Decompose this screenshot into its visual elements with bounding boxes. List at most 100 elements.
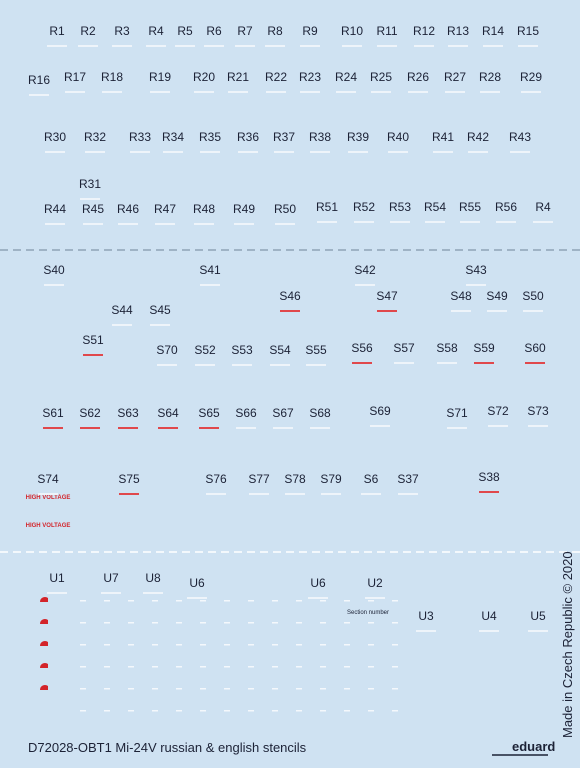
decal-label: R26 [407,70,429,84]
decal-stencil [235,45,255,47]
decal-stencil [296,688,302,690]
decal-label: U1 [49,571,65,585]
decal-stencil [152,622,158,624]
decal-stencil [320,600,326,602]
decal-stencil [266,91,286,93]
decal-label: R56 [495,200,517,214]
decal-stencil [47,592,67,594]
decal-label: S44 [111,303,133,317]
decal-stencil [354,221,374,223]
decal-label: S73 [527,404,549,418]
decal-stencil [392,600,398,602]
decal-stencil [368,600,374,602]
decal-stencil [447,427,467,429]
decal-label: S61 [42,406,64,420]
decal-label: U5 [530,609,546,623]
decal-label: S41 [199,263,221,277]
decal-stencil [204,45,224,47]
brand: eduard [512,739,555,754]
decal-stencil [510,151,530,153]
decal-stencil [128,622,134,624]
decal-stencil [296,600,302,602]
decal-label: S58 [436,341,458,355]
decal-stencil [370,425,390,427]
decal-stencil [320,666,326,668]
decal-label: R24 [335,70,357,84]
decal-stencil [392,710,398,712]
decal-label: R34 [162,130,184,144]
decal-stencil [45,151,65,153]
decal-stencil [176,622,182,624]
decal-stencil [474,362,494,364]
decal-stencil [176,600,182,602]
decal-stencil [176,710,182,712]
decal-stencil [448,45,468,47]
decal-label: R35 [199,130,221,144]
decal-stencil [518,45,538,47]
decal-stencil [119,493,139,495]
decal-stencil [224,644,230,646]
decal-stencil [377,45,397,47]
decal-stencil [528,425,548,427]
decal-stencil [344,666,350,668]
decal-label: S76 [205,472,227,486]
decal-stencil [371,91,391,93]
decal-stencil [236,427,256,429]
decal-stencil [85,151,105,153]
sheet-title: D72028-OBT1 Mi-24V russian & english ste… [28,740,307,755]
decal-label: R55 [459,200,481,214]
decal-stencil [128,644,134,646]
decal-stencil [272,666,278,668]
decal-stencil [392,622,398,624]
decal-label: R1 [49,24,65,38]
stencil-text: Section number [347,610,389,616]
decal-label: S63 [117,406,139,420]
decal-stencil [355,284,375,286]
side-note: Made in Czech Republic © 2020 [560,551,575,738]
decal-label: S42 [354,263,376,277]
decal-stencil [437,362,457,364]
decal-stencil [533,221,553,223]
decal-stencil [392,666,398,668]
decal-stencil [152,600,158,602]
decal-label: R21 [227,70,249,84]
decal-stencil [285,493,305,495]
decal-label: S74 [37,472,59,486]
decal-label: R31 [79,177,101,191]
decal-stencil [365,597,385,599]
decal-label: U7 [103,571,119,585]
decal-label: R6 [206,24,222,38]
decal-label: R25 [370,70,392,84]
decal-label: R49 [233,202,255,216]
decal-label: R29 [520,70,542,84]
decal-stencil [104,710,110,712]
decal-label: S48 [450,289,472,303]
decal-stencil [195,364,215,366]
decal-label: R13 [447,24,469,38]
decal-stencil [433,151,453,153]
decal-stencil [306,364,326,366]
red-decal [40,619,48,624]
decal-stencil [200,622,206,624]
decal-stencil [128,710,134,712]
decal-stencil [487,310,507,312]
decal-stencil [361,493,381,495]
decal-stencil [128,666,134,668]
red-decal [40,684,48,690]
decal-label: S66 [235,406,257,420]
decal-stencil [249,493,269,495]
decal-stencil [528,630,548,632]
decal-label: R11 [376,24,397,38]
decal-stencil [224,622,230,624]
decal-label: S53 [231,343,253,357]
decal-label: R39 [347,130,369,144]
decal-stencil [317,221,337,223]
decal-stencil [248,666,254,668]
decal-stencil [416,630,436,632]
decal-stencil [112,324,132,326]
decal-stencil [80,622,86,624]
decal-stencil [80,688,86,690]
decal-stencil [483,45,503,47]
decal-label: R33 [129,130,151,144]
decal-stencil [38,493,58,495]
